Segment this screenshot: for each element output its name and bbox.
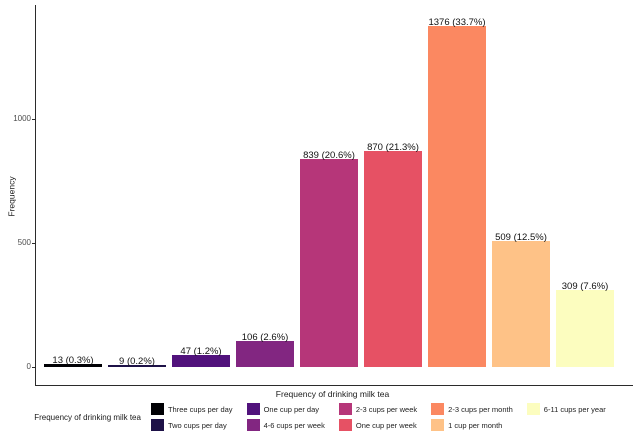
bar-value-label: 106 (2.6%) xyxy=(241,332,289,343)
legend-title: Frequency of drinking milk tea xyxy=(34,412,141,422)
bar-value-label: 509 (12.5%) xyxy=(495,232,547,243)
bar-value-label: 13 (0.3%) xyxy=(52,355,94,366)
legend-item-label: 2-3 cups per week xyxy=(355,404,418,414)
legend-items: Three cups per day Two cups per day One cu… xyxy=(150,401,606,433)
legend-swatch-icon xyxy=(431,419,445,431)
legend-item: 4-6 cups per week xyxy=(246,417,325,433)
bar-9: 309 (7.6%) xyxy=(556,281,614,367)
legend-swatch-icon xyxy=(246,419,260,431)
bar-value-label: 839 (20.6%) xyxy=(303,150,355,161)
bar-6: 870 (21.3%) xyxy=(364,142,422,367)
legend-swatch-icon xyxy=(338,403,352,415)
legend: Frequency of drinking milk tea Three cup… xyxy=(0,401,640,433)
legend-item: 6-11 cups per year xyxy=(526,401,606,417)
legend-item: One cup per day xyxy=(246,401,325,417)
y-axis-tick-label: 1000 xyxy=(13,114,31,123)
bar-3: 47 (1.2%) xyxy=(172,346,230,367)
bar-2: 9 (0.2%) xyxy=(108,356,166,367)
y-axis-title: Frequency xyxy=(6,176,17,217)
x-axis-title: Frequency of drinking milk tea xyxy=(275,389,390,399)
legend-item: 1 cup per month xyxy=(431,417,513,433)
legend-swatch-icon xyxy=(431,403,445,415)
legend-swatch-icon xyxy=(150,403,164,415)
bar-7: 1376 (33.7%) xyxy=(428,17,486,367)
legend-item-label: 6-11 cups per year xyxy=(543,404,606,414)
bar-4: 106 (2.6%) xyxy=(236,332,294,367)
legend-item: Two cups per day xyxy=(150,417,233,433)
legend-item: 2-3 cups per week xyxy=(338,401,418,417)
y-axis-tick-label: 0 xyxy=(26,362,31,371)
legend-swatch-icon xyxy=(526,403,540,415)
legend-swatch-icon xyxy=(150,419,164,431)
bar-1: 13 (0.3%) xyxy=(44,355,102,367)
legend-item-label: 1 cup per month xyxy=(448,420,503,430)
bar-value-label: 309 (7.6%) xyxy=(561,281,609,292)
bar-value-label: 47 (1.2%) xyxy=(180,346,222,357)
y-axis-tick-mark xyxy=(32,119,35,120)
legend-swatch-icon xyxy=(338,419,352,431)
bars-panel: 13 (0.3%) 9 (0.2%) 47 (1.2%) 106 (2.6%) 839 … xyxy=(44,3,614,367)
legend-item: Three cups per day xyxy=(150,401,233,417)
bar-value-label: 1376 (33.7%) xyxy=(428,17,486,28)
legend-item-label: Three cups per day xyxy=(167,404,233,414)
legend-item-label: 4-6 cups per week xyxy=(263,420,325,430)
y-axis-tick-mark xyxy=(32,367,35,368)
bar-8: 509 (12.5%) xyxy=(492,232,550,367)
legend-item-label: One cup per week xyxy=(355,420,417,430)
legend-item: 2-3 cups per month xyxy=(431,401,513,417)
y-axis-line xyxy=(35,5,36,385)
y-axis-tick-mark xyxy=(32,243,35,244)
y-axis-tick-label: 500 xyxy=(17,238,31,247)
legend-item-label: 2-3 cups per month xyxy=(448,404,513,414)
bar-5: 839 (20.6%) xyxy=(300,150,358,367)
x-axis-line xyxy=(35,385,633,386)
legend-swatch-icon xyxy=(246,403,260,415)
bar-value-label: 9 (0.2%) xyxy=(119,356,155,367)
legend-item-label: Two cups per day xyxy=(167,420,227,430)
legend-item-label: One cup per day xyxy=(263,404,320,414)
legend-item: One cup per week xyxy=(338,417,417,433)
bar-value-label: 870 (21.3%) xyxy=(367,142,419,153)
